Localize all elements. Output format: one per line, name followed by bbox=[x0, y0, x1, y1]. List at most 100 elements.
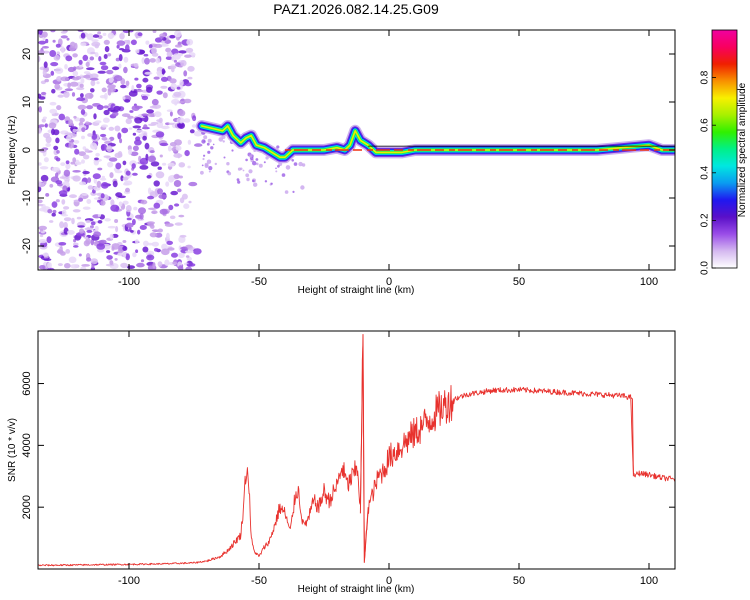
noise-blob bbox=[174, 44, 183, 48]
noise-blob bbox=[156, 70, 163, 76]
noise-blob bbox=[184, 82, 192, 87]
noise-blob bbox=[59, 221, 65, 229]
noise-blob bbox=[277, 164, 280, 168]
noise-blob bbox=[43, 258, 52, 261]
noise-blob bbox=[132, 252, 137, 258]
noise-blob bbox=[178, 109, 186, 117]
y-tick-label: 2000 bbox=[21, 495, 33, 519]
noise-blob bbox=[154, 111, 162, 118]
noise-blob bbox=[61, 209, 67, 216]
noise-blob bbox=[300, 185, 305, 190]
noise-blob bbox=[38, 106, 42, 113]
noise-blob bbox=[122, 246, 128, 251]
noise-blob bbox=[132, 218, 136, 226]
noise-blob bbox=[151, 210, 158, 215]
noise-blob bbox=[72, 157, 77, 163]
noise-blob bbox=[96, 180, 102, 188]
noise-blob bbox=[183, 203, 190, 209]
noise-blob bbox=[134, 117, 143, 124]
noise-blob bbox=[68, 141, 74, 149]
noise-blob bbox=[86, 33, 95, 41]
noise-blob bbox=[141, 113, 149, 117]
noise-blob bbox=[186, 256, 192, 261]
noise-blob bbox=[132, 145, 139, 152]
noise-blob bbox=[68, 256, 77, 264]
noise-blob bbox=[74, 42, 78, 50]
noise-blob bbox=[76, 97, 86, 102]
noise-blob bbox=[167, 247, 175, 251]
noise-blob bbox=[41, 118, 46, 123]
noise-blob bbox=[39, 228, 44, 232]
noise-blob bbox=[131, 163, 136, 169]
noise-blob bbox=[115, 162, 122, 170]
noise-blob bbox=[52, 39, 56, 43]
noise-blob bbox=[135, 249, 139, 253]
noise-blob bbox=[208, 166, 213, 171]
spectrogram-noise bbox=[38, 30, 306, 270]
noise-blob bbox=[66, 230, 75, 235]
noise-blob bbox=[142, 77, 149, 83]
noise-blob bbox=[146, 221, 155, 225]
noise-blob bbox=[76, 87, 85, 91]
x-tick-label: -100 bbox=[118, 575, 140, 587]
noise-blob bbox=[119, 138, 123, 144]
noise-blob bbox=[72, 128, 77, 133]
noise-blob bbox=[57, 263, 63, 267]
noise-blob bbox=[118, 48, 125, 51]
noise-blob bbox=[49, 183, 54, 188]
noise-blob bbox=[187, 76, 193, 80]
spectrogram-y-axis-label: Frequency (Hz) bbox=[7, 116, 18, 185]
noise-blob bbox=[155, 131, 165, 138]
noise-blob bbox=[284, 190, 289, 194]
noise-blob bbox=[100, 193, 105, 199]
noise-blob bbox=[160, 85, 168, 89]
noise-blob bbox=[185, 266, 193, 270]
noise-blob bbox=[80, 93, 84, 98]
x-tick-label: 100 bbox=[640, 276, 658, 288]
noise-blob bbox=[64, 88, 74, 92]
noise-blob bbox=[85, 61, 90, 67]
noise-blob bbox=[157, 261, 163, 267]
noise-blob bbox=[101, 175, 106, 179]
noise-blob bbox=[84, 227, 94, 231]
noise-blob bbox=[46, 236, 52, 244]
noise-blob bbox=[136, 83, 142, 89]
noise-blob bbox=[84, 236, 89, 240]
noise-blob bbox=[139, 49, 146, 55]
noise-blob bbox=[103, 117, 110, 123]
noise-blob bbox=[194, 143, 203, 147]
noise-blob bbox=[40, 174, 49, 182]
noise-blob bbox=[103, 39, 110, 45]
noise-blob bbox=[206, 142, 210, 146]
noise-blob bbox=[140, 259, 145, 263]
noise-blob bbox=[165, 47, 172, 53]
y-tick-label: 20 bbox=[21, 48, 33, 60]
noise-blob bbox=[107, 84, 116, 89]
noise-blob bbox=[47, 209, 53, 214]
colorbar-tick-label: 0.4 bbox=[700, 165, 711, 179]
noise-blob bbox=[50, 30, 56, 33]
noise-blob bbox=[173, 153, 183, 158]
noise-blob bbox=[73, 242, 79, 246]
noise-blob bbox=[177, 122, 185, 129]
noise-blob bbox=[86, 105, 94, 110]
noise-blob bbox=[44, 123, 48, 128]
noise-blob bbox=[97, 167, 103, 171]
noise-blob bbox=[65, 160, 70, 165]
noise-blob bbox=[69, 194, 77, 199]
snr-x-axis-label: Height of straight line (km) bbox=[298, 584, 415, 595]
noise-blob bbox=[159, 142, 169, 147]
noise-blob bbox=[122, 160, 127, 166]
noise-blob bbox=[189, 129, 195, 134]
noise-blob bbox=[94, 120, 102, 124]
noise-blob bbox=[109, 233, 114, 240]
noise-blob bbox=[97, 214, 101, 217]
noise-blob bbox=[125, 80, 130, 87]
noise-blob bbox=[160, 125, 170, 130]
noise-blob bbox=[125, 187, 130, 193]
noise-blob bbox=[93, 231, 101, 237]
noise-blob bbox=[292, 190, 295, 193]
noise-blob bbox=[178, 50, 187, 54]
noise-blob bbox=[200, 170, 204, 175]
